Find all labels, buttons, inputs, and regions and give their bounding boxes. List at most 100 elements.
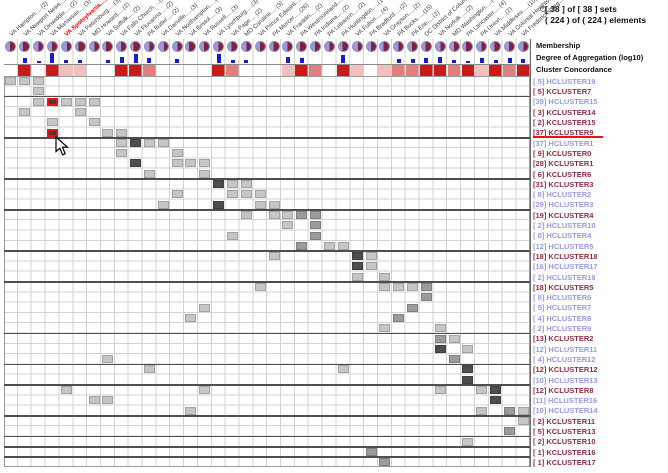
matrix-cell[interactable] [19,77,31,85]
matrix-cell[interactable] [268,210,280,219]
matrix-cell[interactable] [490,396,502,405]
matrix-cell[interactable] [19,107,31,116]
matrix-cell[interactable] [337,365,349,374]
row-label-4hcluster12[interactable]: [ 4] HCLUSTER12 [533,354,596,364]
matrix-cell[interactable] [379,324,391,333]
matrix-cell[interactable] [240,190,252,199]
row-label-4hcluster8[interactable]: [ 4] HCLUSTER8 [533,313,592,323]
row-label-2hcluster9[interactable]: [ 2] HCLUSTER9 [533,324,592,333]
row-label-5kcluster13[interactable]: [ 5] KCLUSTER13 [533,427,596,436]
row-label-11hcluster16[interactable]: [11] HCLUSTER16 [533,396,598,406]
matrix-cell[interactable] [351,252,363,261]
row-label-1kcluster17[interactable]: [ 1] KCLUSTER17 [533,457,596,467]
row-label-12hcluster5[interactable]: [12] HCLUSTER5 [533,241,594,251]
matrix-cell[interactable] [102,128,114,137]
matrix-cell[interactable] [102,355,114,364]
matrix-cell[interactable] [296,241,308,250]
row-label-10hcluster14[interactable]: [10] HCLUSTER14 [533,406,598,416]
matrix-cell[interactable] [282,210,294,219]
selected-matrix-cell[interactable] [46,128,58,137]
matrix-cell[interactable] [310,221,322,230]
matrix-cell[interactable] [240,210,252,219]
matrix-cell[interactable] [282,221,294,230]
matrix-cell[interactable] [268,200,280,209]
row-label-8hcluster6[interactable]: [ 8] HCLUSTER6 [533,293,592,303]
row-label-39hcluster15[interactable]: [39] HCLUSTER15 [533,97,598,107]
matrix-cell[interactable] [254,190,266,199]
row-label-8hcluster2[interactable]: [ 8] HCLUSTER2 [533,190,592,200]
row-label-2kcluster10[interactable]: [ 2] KCLUSTER10 [533,437,596,447]
matrix-cell[interactable] [379,272,391,281]
matrix-cell[interactable] [254,283,266,291]
row-label-8hcluster4[interactable]: [ 8] HCLUSTER4 [533,231,592,241]
matrix-cell[interactable] [88,118,100,127]
matrix-cell[interactable] [60,97,72,106]
row-label-37hcluster1[interactable]: [37] HCLUSTER1 [533,138,594,148]
row-label-2hcluster18[interactable]: [ 2] HCLUSTER18 [533,272,596,282]
matrix-cell[interactable] [102,396,114,405]
matrix-cell[interactable] [227,231,238,240]
matrix-cell[interactable] [462,365,474,374]
matrix-cell[interactable] [33,87,45,96]
matrix-cell[interactable] [88,396,100,405]
matrix-cell[interactable] [448,355,460,364]
row-label-3kcluster14[interactable]: [ 3] KCLUSTER14 [533,107,596,117]
matrix-cell[interactable] [157,200,169,209]
matrix-cell[interactable] [517,416,529,425]
matrix-cell[interactable] [171,190,183,199]
matrix-cell[interactable] [268,252,280,261]
matrix-cell[interactable] [337,241,349,250]
matrix-cell[interactable] [351,262,363,271]
matrix-cell[interactable] [365,447,377,456]
matrix-cell[interactable] [379,458,391,467]
row-label-12kcluster8[interactable]: [12] KCLUSTER8 [533,385,594,395]
row-label-31kcluster3[interactable]: [31] KCLUSTER3 [533,179,594,189]
matrix-cell[interactable] [199,169,211,178]
matrix-cell[interactable] [74,107,86,116]
row-label-18kcluster5[interactable]: [18] KCLUSTER5 [533,282,594,292]
matrix-cell[interactable] [462,344,474,353]
matrix-cell[interactable] [60,386,72,394]
matrix-cell[interactable] [199,386,211,394]
matrix-cell[interactable] [420,293,432,302]
matrix-cell[interactable] [130,159,142,168]
matrix-cell[interactable] [185,313,197,322]
matrix-cell[interactable] [517,406,529,415]
matrix-cell[interactable] [227,190,238,199]
matrix-cell[interactable] [185,406,197,415]
row-label-16hcluster17[interactable]: [16] HCLUSTER17 [533,262,598,272]
row-label-12kcluster12[interactable]: [12] KCLUSTER12 [533,365,598,375]
matrix-cell[interactable] [213,180,225,188]
matrix-cell[interactable] [393,313,405,322]
matrix-cell[interactable] [476,406,488,415]
row-label-37kcluster9[interactable]: [37] KCLUSTER9 [533,128,594,138]
row-label-19kcluster4[interactable]: [19] KCLUSTER4 [533,210,594,220]
matrix-cell[interactable] [46,118,58,127]
matrix-cell[interactable] [310,210,322,219]
matrix-cell[interactable] [227,180,238,188]
matrix-cell[interactable] [420,283,432,291]
matrix-cell[interactable] [365,262,377,271]
matrix-cell[interactable] [407,283,419,291]
row-label-2kcluster11[interactable]: [ 2] KCLUSTER11 [533,416,596,426]
matrix-cell[interactable] [407,303,419,312]
matrix-cell[interactable] [88,97,100,106]
matrix-cell[interactable] [33,97,45,106]
matrix-cell[interactable] [185,159,197,168]
matrix-cell[interactable] [5,77,17,85]
row-label-28kcluster1[interactable]: [28] KCLUSTER1 [533,159,594,169]
matrix-cell[interactable] [351,272,363,281]
row-label-9kcluster0[interactable]: [ 9] KCLUSTER0 [533,148,592,158]
row-label-18kcluster18[interactable]: [18] KCLUSTER18 [533,251,598,261]
matrix-cell[interactable] [116,149,128,158]
matrix-cell[interactable] [490,386,502,394]
matrix-cell[interactable] [323,241,335,250]
row-label-1kcluster16[interactable]: [ 1] KCLUSTER16 [533,447,596,457]
matrix-cell[interactable] [199,159,211,168]
matrix-cell[interactable] [462,437,474,446]
matrix-cell[interactable] [310,231,322,240]
row-label-5kcluster7[interactable]: [ 5] KCLUSTER7 [533,87,592,97]
matrix-cell[interactable] [157,138,169,147]
row-label-5hcluster19[interactable]: [ 5] HCLUSTER19 [533,76,596,86]
matrix-cell[interactable] [171,159,183,168]
